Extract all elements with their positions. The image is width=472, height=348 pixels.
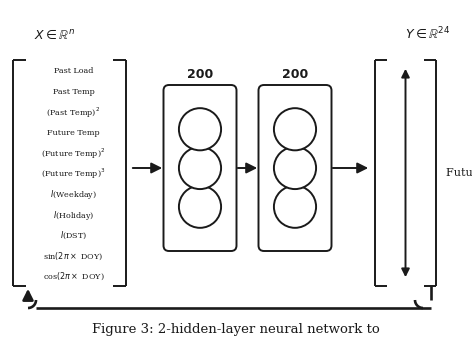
Text: Past Temp: Past Temp <box>52 88 94 96</box>
Text: Future Temp: Future Temp <box>47 129 100 137</box>
Text: (Past Temp)$^2$: (Past Temp)$^2$ <box>46 105 101 120</box>
FancyBboxPatch shape <box>259 85 331 251</box>
Text: $X \in \mathbb{R}^n$: $X \in \mathbb{R}^n$ <box>34 28 76 42</box>
Circle shape <box>274 147 316 189</box>
Text: (Future Temp)$^3$: (Future Temp)$^3$ <box>41 167 106 181</box>
Text: Future Load: Future Load <box>446 168 472 178</box>
Text: (Future Temp)$^2$: (Future Temp)$^2$ <box>42 146 106 161</box>
Text: 200: 200 <box>282 68 308 80</box>
Text: 200: 200 <box>187 68 213 80</box>
FancyBboxPatch shape <box>163 85 236 251</box>
Text: Past Load: Past Load <box>54 67 93 75</box>
Text: $I$(Holiday): $I$(Holiday) <box>53 208 94 222</box>
Text: cos$(2\pi\times$ DOY): cos$(2\pi\times$ DOY) <box>42 271 104 283</box>
Text: Figure 3: 2-hidden-layer neural network to: Figure 3: 2-hidden-layer neural network … <box>92 323 380 336</box>
Circle shape <box>179 147 221 189</box>
Circle shape <box>274 186 316 228</box>
Text: sin$(2\pi \times$ DOY): sin$(2\pi \times$ DOY) <box>43 251 103 262</box>
Text: $I$(DST): $I$(DST) <box>60 230 87 241</box>
Circle shape <box>274 108 316 150</box>
Circle shape <box>179 186 221 228</box>
Circle shape <box>179 108 221 150</box>
Text: $I$(Weekday): $I$(Weekday) <box>50 188 97 201</box>
Text: $Y \in \mathbb{R}^{24}$: $Y \in \mathbb{R}^{24}$ <box>405 25 451 42</box>
